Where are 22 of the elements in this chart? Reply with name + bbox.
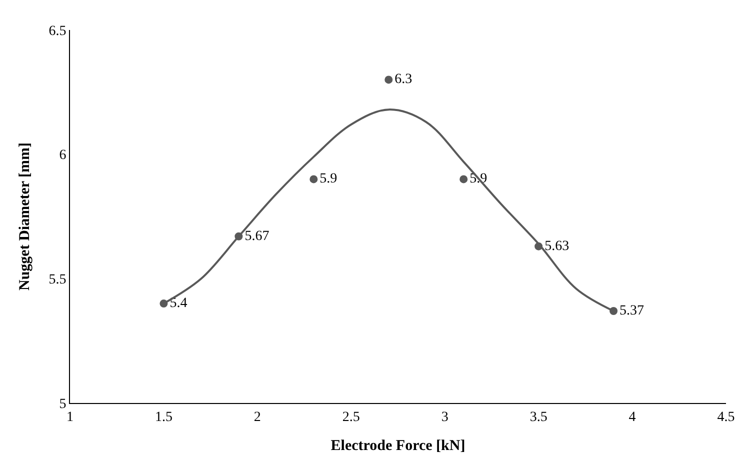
- x-tick-label: 1: [66, 410, 74, 425]
- data-label: 6.3: [394, 72, 412, 88]
- x-tick-label: 4: [628, 410, 636, 425]
- y-tick-label: 6: [59, 148, 66, 164]
- x-tick-label: 4.5: [717, 410, 735, 425]
- y-tick-label: 5: [59, 396, 66, 412]
- x-axis-title: Electrode Force [kN]: [330, 438, 466, 454]
- y-tick-label: 6.5: [48, 24, 66, 39]
- point: [310, 175, 318, 184]
- y-tick-label: 5.5: [48, 272, 66, 288]
- data-label: 5.9: [320, 172, 338, 187]
- y-axis-title: Nugget Diameter [mm]: [16, 142, 33, 291]
- x-tick-label: 2: [254, 410, 261, 425]
- point: [460, 175, 468, 184]
- x-tick-label: 3.5: [530, 410, 548, 425]
- x-tick-label: 2.5: [342, 410, 360, 425]
- data-label: 5.63: [544, 238, 570, 254]
- x-tick-label: 1.5: [154, 410, 172, 425]
- data-label: 5.37: [620, 303, 644, 318]
- data-label: 5.67: [244, 228, 270, 244]
- x-tick-label: 3: [441, 410, 448, 425]
- point: [384, 76, 393, 84]
